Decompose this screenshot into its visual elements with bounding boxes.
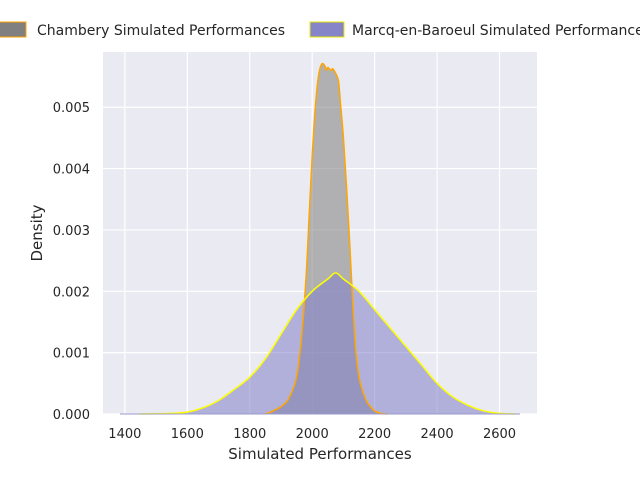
- x-tick-label: 2000: [296, 427, 329, 442]
- x-tick-label: 2200: [358, 427, 391, 442]
- legend-label-chambery: Chambery Simulated Performances: [37, 23, 285, 39]
- x-tick-label: 2600: [483, 427, 516, 442]
- series-layer: [120, 62, 520, 415]
- series-line-1: [140, 272, 516, 415]
- y-axis-label: Density: [28, 204, 46, 261]
- y-tick-label: 0.000: [53, 408, 90, 423]
- legend: Chambery Simulated Performances Marcq-en…: [0, 21, 640, 39]
- series-area-1: [140, 272, 516, 414]
- legend-swatch-chambery: [0, 21, 27, 38]
- y-tick-label: 0.003: [53, 224, 90, 239]
- x-tick-label: 1400: [108, 427, 141, 442]
- y-tick-label: 0.004: [53, 163, 90, 178]
- y-tick-label: 0.005: [53, 101, 90, 116]
- x-tick-label: 1600: [171, 427, 204, 442]
- tick-labels: 1400 1600 1800 2000 2200 2400 2600 0.000 0.001 0.…: [53, 101, 516, 442]
- x-tick-label: 2400: [421, 427, 454, 442]
- y-tick-label: 0.002: [53, 285, 90, 300]
- x-axis-label: Simulated Performances: [228, 445, 412, 463]
- series-area-0: [265, 63, 388, 415]
- legend-swatch-marcq: [309, 21, 345, 38]
- series-line-0: [265, 62, 388, 415]
- legend-label-marcq: Marcq-en-Baroeul Simulated Performances: [352, 23, 640, 39]
- x-tick-label: 1800: [233, 427, 266, 442]
- y-tick-label: 0.001: [53, 347, 90, 362]
